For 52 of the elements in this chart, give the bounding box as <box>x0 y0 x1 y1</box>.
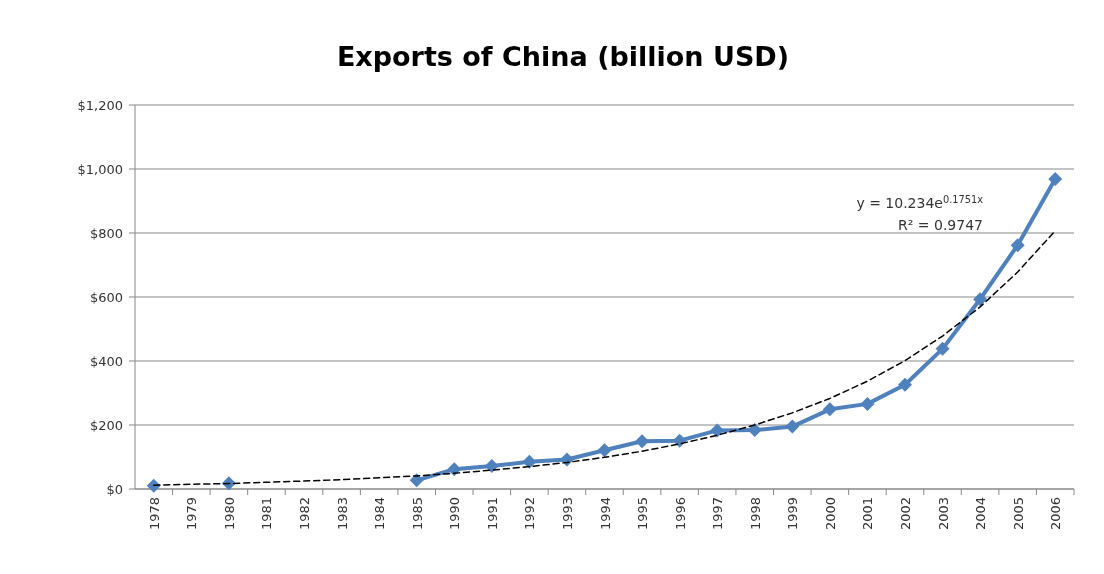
x-tick-label: 1979 <box>184 497 200 531</box>
x-tick-label: 1994 <box>597 497 613 531</box>
x-tick-label: 1982 <box>297 497 313 531</box>
point <box>897 377 912 392</box>
x-tick-label: 1981 <box>259 497 275 531</box>
point <box>597 443 612 458</box>
point <box>522 454 537 469</box>
y-tick-label: $800 <box>89 225 123 241</box>
y-tick-label: $400 <box>89 353 123 369</box>
x-tick-label: 2004 <box>973 497 989 531</box>
x-tick-label: 1980 <box>221 497 237 531</box>
x-tick-label: 1998 <box>747 497 763 531</box>
x-tick-label: 1996 <box>672 497 688 531</box>
x-tick-label: 1995 <box>635 497 651 531</box>
point <box>747 423 762 438</box>
x-tick-label: 2005 <box>1010 497 1026 531</box>
point <box>1048 171 1063 186</box>
x-tick-label: 1978 <box>146 497 162 531</box>
y-tick-label: $0 <box>106 481 123 497</box>
annotation: y = 10.234e$^{0.1751x}$ <box>856 193 984 211</box>
point <box>785 419 800 434</box>
point <box>1010 238 1025 253</box>
point <box>973 292 988 307</box>
annotation: R² = 0.9747 <box>898 217 983 233</box>
x-tick-label: 1993 <box>559 497 575 531</box>
y-tick-label: $200 <box>89 417 123 433</box>
x-tick-label: 2002 <box>897 497 913 531</box>
y-tick-label: $1,200 <box>77 97 123 113</box>
point <box>822 402 837 417</box>
chart-title: Exports of China (billion USD) <box>336 41 790 72</box>
x-tick-label: 2006 <box>1048 497 1064 531</box>
x-tick-label: 1983 <box>334 497 350 531</box>
x-tick-label: 1999 <box>785 497 801 531</box>
point <box>635 434 650 449</box>
point <box>935 341 950 356</box>
x-tick-label: 2003 <box>935 497 951 531</box>
x-tick-label: 2001 <box>860 497 876 531</box>
point <box>710 423 725 438</box>
x-tick-label: 2000 <box>822 497 838 531</box>
x-tick-label: 1991 <box>484 497 500 531</box>
x-tick-label: 1992 <box>522 497 538 531</box>
point <box>672 433 687 448</box>
x-tick-label: 1990 <box>447 497 463 531</box>
x-tick-label: 1984 <box>372 497 388 531</box>
point <box>221 476 236 491</box>
point <box>484 458 499 473</box>
x-tick-label: 1997 <box>710 497 726 531</box>
point <box>860 396 875 411</box>
y-tick-label: $1,000 <box>77 161 123 177</box>
y-tick-label: $600 <box>89 289 123 305</box>
x-tick-label: 1985 <box>409 497 425 531</box>
point <box>447 462 462 477</box>
